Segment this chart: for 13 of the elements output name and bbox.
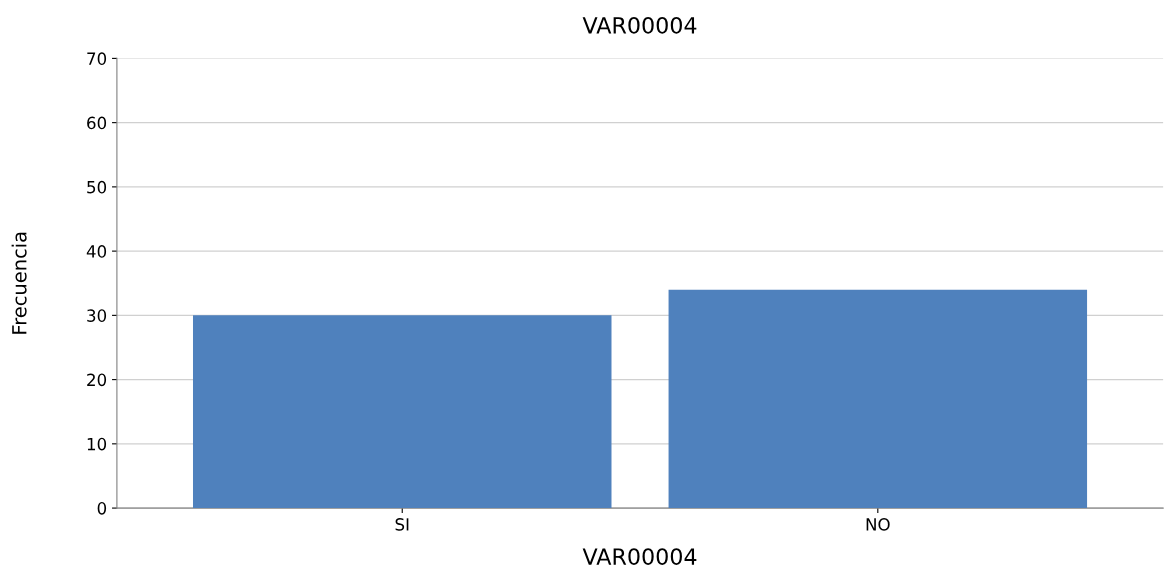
y-tick-label: 70 <box>87 52 107 65</box>
x-tick-label: SI <box>395 518 409 531</box>
x-axis-title: VAR00004 <box>582 548 697 566</box>
y-tick-label: 60 <box>87 116 107 130</box>
y-tick-label: 0 <box>97 502 107 515</box>
y-tick-label: 20 <box>87 373 107 387</box>
y-tick-label: 40 <box>86 245 107 258</box>
y-tick-label: 30 <box>87 309 107 322</box>
y-tick-label: 10 <box>87 437 107 451</box>
chart-title: VAR00004 <box>582 16 697 34</box>
y-axis-title: Frecuencia <box>11 232 27 334</box>
x-tick-label: NO <box>866 518 890 531</box>
y-tick-label: 50 <box>87 180 107 194</box>
